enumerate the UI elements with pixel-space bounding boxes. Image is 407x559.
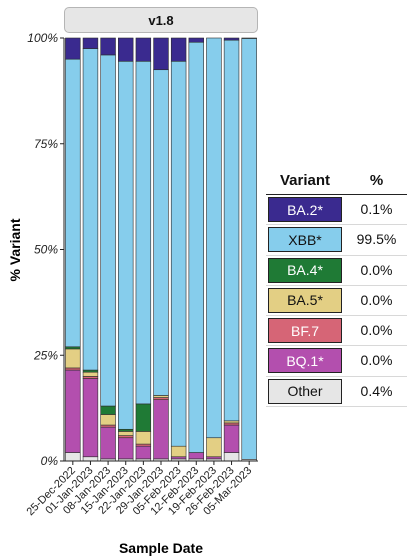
- variant-legend-table: Variant % BA.2* 0.1% XBB* 99.5% BA.4* 0.0% BA.…: [266, 168, 407, 408]
- bar-segment-xbb-1: [65, 58, 81, 348]
- legend-swatch-label: BF.7: [268, 318, 342, 344]
- bar-segment-xbb-2: [82, 48, 99, 371]
- bar-segment-ba5-1: [65, 348, 81, 369]
- bar-segment-ba2-7: [170, 37, 187, 62]
- bar-segment-xbb-3: [100, 54, 116, 407]
- bar-segment-xbb-8: [188, 41, 204, 453]
- bar-segment-ba5-5: [135, 431, 152, 445]
- bar-segment-ba4-4: [118, 428, 134, 432]
- bar-segment-ba5-2: [82, 371, 99, 377]
- bar-segment-bq1-2: [82, 378, 99, 458]
- bar-segment-ba5-7: [170, 445, 187, 458]
- bar-segment-bf7-1: [65, 367, 81, 371]
- facet-strip-label: v1.8: [64, 7, 258, 33]
- bar-segment-bf7-5: [135, 443, 152, 447]
- bar-segment-bq1-1: [65, 369, 81, 453]
- bar-segment-other-1: [65, 452, 81, 462]
- y-axis-title: % Variant: [7, 218, 23, 281]
- y-tick-label-4: 75%: [34, 137, 58, 151]
- legend-percent-value: 0.1%: [360, 201, 393, 217]
- bar-segment-xbb-6: [153, 69, 169, 396]
- legend-row-bf7: BF.7 0.0%: [266, 316, 407, 347]
- y-ticks-layer: 0% 25% 50% 75% 100%: [27, 31, 64, 468]
- bar-segment-bq1-7: [170, 456, 187, 460]
- bar-segment-ba4-2: [82, 369, 99, 373]
- bar-segment-xbb-4: [118, 60, 134, 430]
- legend-row-ba4: BA.4* 0.0%: [266, 256, 407, 286]
- bar-segment-bf7-2: [82, 376, 99, 379]
- y-tick-label-1: 0%: [41, 454, 59, 468]
- bar-segment-other-10: [223, 452, 240, 462]
- legend-row-bq1: BQ.1* 0.0%: [266, 346, 407, 377]
- bar-segment-ba5-9: [206, 437, 222, 458]
- bar-segment-ba2-5: [135, 37, 152, 62]
- legend-percent-value: 0.4%: [360, 382, 393, 399]
- legend-header-percent: %: [369, 172, 384, 189]
- bar-segment-bq1-3: [100, 426, 116, 460]
- bar-segment-xbb-9: [206, 37, 222, 439]
- legend-row-xbb: XBB* 99.5%: [266, 225, 407, 256]
- y-tick-label-2: 25%: [33, 348, 58, 362]
- bar-segment-xbb-7: [170, 60, 187, 447]
- y-tick-label-3: 50%: [34, 243, 58, 257]
- legend-percent-value: 0.0%: [360, 352, 393, 369]
- bar-segment-ba2-4: [118, 37, 134, 62]
- bar-segment-ba5-6: [153, 395, 169, 398]
- x-axis-title: Sample Date: [119, 540, 203, 556]
- legend-percent-value: 0.0%: [360, 322, 393, 339]
- bar-segment-xbb-10: [223, 39, 240, 422]
- bar-segment-ba5-4: [118, 431, 134, 436]
- legend-swatch-label: BA.5*: [268, 287, 342, 313]
- bar-segment-xbb-11: [241, 38, 257, 460]
- legend-header-row: Variant %: [266, 168, 407, 195]
- legend-row-ba5: BA.5* 0.0%: [266, 286, 407, 317]
- bar-segment-xbb-5: [135, 60, 152, 405]
- bar-segment-bq1-9: [206, 456, 222, 460]
- bar-segment-ba2-2: [82, 37, 99, 49]
- bar-segment-other-2: [82, 456, 99, 462]
- legend-swatch-label: BA.2*: [268, 197, 342, 222]
- legend-row-other: Other 0.4%: [266, 377, 407, 408]
- bar-segment-bq1-10: [223, 424, 240, 453]
- bar-segment-bf7-6: [153, 397, 169, 400]
- y-tick-label-5: 100%: [27, 31, 58, 45]
- bar-segment-bf7-4: [118, 435, 134, 439]
- bar-segment-ba2-6: [153, 37, 169, 71]
- legend-swatch-label: Other: [268, 378, 342, 404]
- bar-segment-ba2-10: [223, 37, 240, 41]
- bar-segment-ba5-10: [223, 420, 240, 424]
- legend-swatch-label: XBB*: [268, 227, 342, 253]
- bar-segment-ba4-1: [65, 346, 81, 350]
- legend-rows: BA.2* 0.1% XBB* 99.5% BA.4* 0.0% BA.5* 0.0% BF.7…: [266, 195, 407, 408]
- legend-swatch-label: BA.4*: [268, 257, 342, 283]
- bar-segment-bq1-5: [135, 445, 152, 460]
- bar-segment-ba2-8: [188, 37, 204, 43]
- bar-segment-bq1-4: [118, 437, 134, 460]
- bars-layer: [65, 37, 257, 462]
- legend-percent-value: 0.0%: [360, 261, 393, 278]
- bar-segment-bf7-3: [100, 424, 116, 428]
- bar-segment-ba2-3: [100, 37, 116, 56]
- legend-header-variant: Variant: [279, 172, 331, 189]
- x-ticks-layer: 25-Dec-202201-Jan-202308-Jan-202315-Jan-…: [24, 461, 254, 518]
- bar-segment-bf7-10: [223, 422, 240, 426]
- legend-percent-value: 99.5%: [356, 231, 397, 248]
- legend-row-ba2: BA.2* 0.1%: [266, 195, 407, 226]
- bar-segment-bq1-8: [188, 452, 204, 460]
- legend-swatch-label: BQ.1*: [268, 348, 342, 374]
- bar-segment-ba4-3: [100, 405, 116, 415]
- bar-segment-ba4-5: [135, 403, 152, 432]
- bar-segment-ba2-1: [65, 37, 81, 60]
- bar-segment-bq1-6: [153, 399, 169, 460]
- legend-percent-value: 0.0%: [360, 291, 393, 308]
- bar-segment-ba5-3: [100, 414, 116, 426]
